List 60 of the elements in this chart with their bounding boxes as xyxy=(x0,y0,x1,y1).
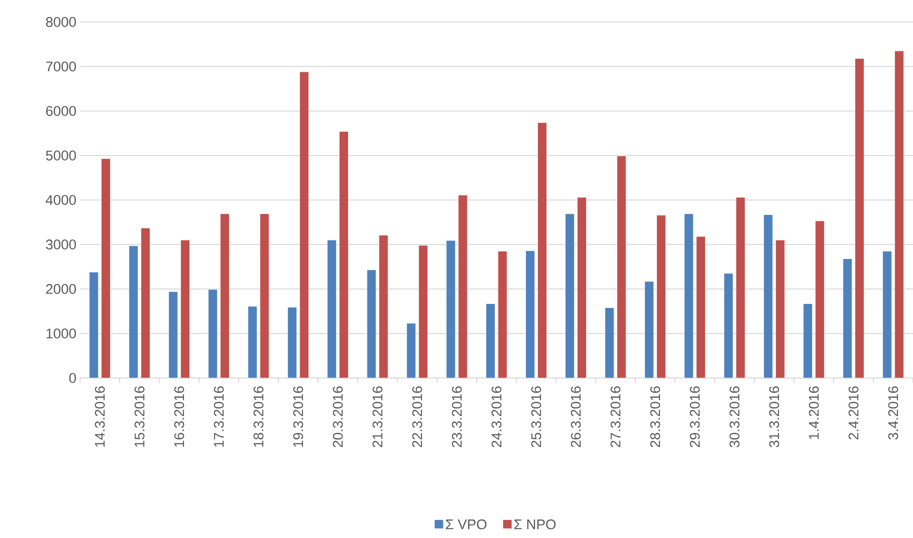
y-tick-label: 1000 xyxy=(46,328,76,338)
bar xyxy=(299,72,309,378)
bar xyxy=(644,281,654,378)
y-tick-label: 8000 xyxy=(46,17,76,27)
bar xyxy=(89,272,99,378)
x-tick-label: 17.3.2016 xyxy=(214,386,224,447)
bar xyxy=(656,214,666,378)
y-tick-label: 6000 xyxy=(46,106,76,116)
x-tick-label: 2.4.2016 xyxy=(848,386,858,440)
x-tick-label: 18.3.2016 xyxy=(254,386,264,447)
bar xyxy=(894,50,904,378)
x-tick-label: 26.3.2016 xyxy=(570,386,581,448)
bar xyxy=(101,158,111,378)
bar xyxy=(565,214,575,378)
x-tick-label: 16.3.2016 xyxy=(174,386,184,447)
bar xyxy=(446,240,456,378)
bar xyxy=(339,131,349,378)
bar xyxy=(208,289,218,378)
bar xyxy=(775,240,785,378)
x-tick-label: 28.3.2016 xyxy=(650,386,660,448)
bar xyxy=(525,250,535,378)
x-tick-label: 15.3.2016 xyxy=(134,386,144,447)
x-tick-label: 22.3.2016 xyxy=(412,386,422,448)
x-tick-label: 14.3.2016 xyxy=(94,386,105,447)
x-tick-label: 19.3.2016 xyxy=(293,386,304,447)
bar xyxy=(577,197,587,378)
y-tick-label: 7000 xyxy=(46,62,76,72)
x-tick-label: 3.4.2016 xyxy=(888,386,898,440)
x-tick-label: 30.3.2016 xyxy=(730,386,740,448)
y-tick-label: 5000 xyxy=(46,150,76,160)
legend-label: Σ VPO xyxy=(446,519,486,530)
bar xyxy=(180,240,190,378)
y-tick-label: 2000 xyxy=(46,284,76,294)
x-tick-label: 25.3.2016 xyxy=(531,386,542,448)
bar xyxy=(882,250,892,378)
x-tick-label: 21.3.2016 xyxy=(372,386,382,448)
x-tick-label: 23.3.2016 xyxy=(452,386,462,448)
bar xyxy=(458,194,468,378)
bar xyxy=(418,245,428,378)
bar xyxy=(168,291,178,378)
bar xyxy=(406,323,416,378)
y-tick-label: 3000 xyxy=(46,240,76,250)
x-tick-label: 20.3.2016 xyxy=(332,386,343,448)
x-tick-label: 24.3.2016 xyxy=(492,386,502,448)
bar xyxy=(684,214,694,378)
bar xyxy=(763,214,773,378)
bar xyxy=(327,240,337,378)
bar xyxy=(815,220,825,378)
x-tick-label: 1.4.2016 xyxy=(808,386,819,440)
legend-label: Σ NPO xyxy=(514,519,556,530)
x-tick-label: 27.3.2016 xyxy=(610,386,620,448)
x-tick-label: 31.3.2016 xyxy=(769,386,780,448)
y-tick-label: 0 xyxy=(69,373,76,383)
x-tick-label: 29.3.2016 xyxy=(690,386,700,448)
bar xyxy=(696,236,706,378)
bar xyxy=(537,122,547,378)
bar xyxy=(220,214,230,378)
bar xyxy=(803,303,813,378)
y-tick-label: 4000 xyxy=(46,195,76,205)
bar xyxy=(287,307,297,378)
